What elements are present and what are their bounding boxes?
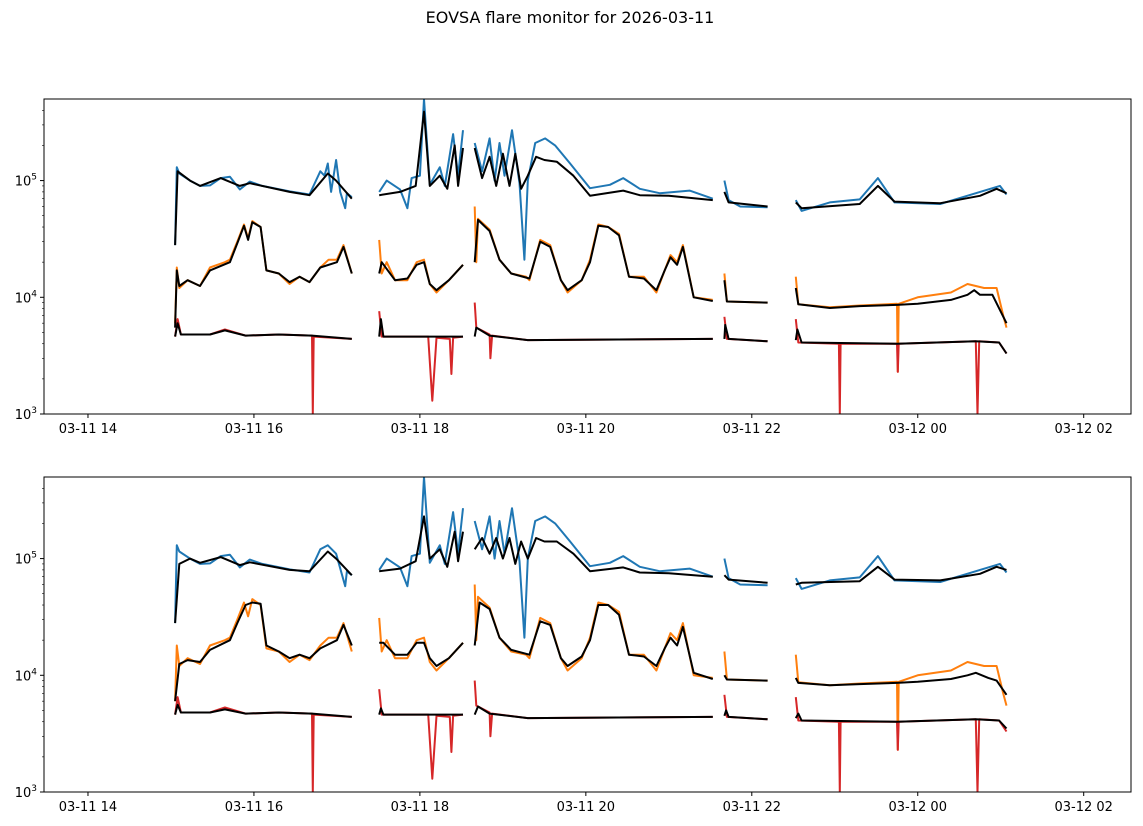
y-tick-base: 10 [15, 175, 32, 190]
y-tick-label: 103 [15, 406, 37, 423]
x-tick-label: 03-11 16 [225, 800, 283, 815]
y-tick-exponent: 3 [31, 406, 37, 416]
smoothed-line-4-segment-4 [794, 287, 1008, 324]
x-tick-label: 03-11 18 [391, 800, 449, 815]
smoothed-line-5-segment-2 [473, 705, 713, 720]
smoothed-line-3-segment-4 [795, 565, 1007, 586]
series-line-2-segment-1 [378, 689, 464, 780]
axes-frame [43, 476, 1132, 793]
series-line-0-segment-1 [378, 99, 464, 210]
smoothed-line-4-segment-2 [473, 601, 714, 680]
series-line-2-segment-0 [174, 696, 352, 792]
y-tick-exponent: 4 [31, 289, 37, 299]
series-line-0-segment-2 [473, 507, 714, 639]
series-line-1-segment-1 [378, 617, 464, 672]
top-panel: 03-11 14 03-11 16 03-11 18 03-11 20 03-11 22… [15, 98, 1132, 437]
series-line-0-segment-3 [723, 558, 768, 587]
smoothed-line-4-segment-2 [473, 218, 713, 302]
series-line-1-segment-2 [473, 206, 713, 301]
smoothed-line-5-segment-1 [378, 707, 463, 716]
y-tick-base: 10 [15, 291, 32, 306]
figure-title: EOVSA flare monitor for 2026-03-11 [426, 8, 715, 27]
x-tick-label: 03-11 20 [557, 422, 615, 437]
series-line-0-segment-4 [794, 555, 1008, 590]
x-tick-label: 03-11 16 [225, 422, 283, 437]
y-tick-base: 10 [15, 553, 32, 568]
smoothed-line-4-segment-1 [378, 261, 464, 292]
x-tick-label: 03-11 22 [723, 800, 781, 815]
series-line-1-segment-0 [174, 220, 353, 324]
series-line-2-segment-0 [174, 318, 352, 414]
smoothed-line-4-segment-0 [174, 221, 353, 328]
smoothed-line-5-segment-4 [794, 712, 1008, 730]
smoothed-line-5-segment-4 [794, 328, 1008, 355]
series-line-1-segment-3 [723, 273, 768, 304]
y-tick-base: 10 [15, 786, 32, 801]
series-line-1-segment-3 [723, 651, 768, 682]
smoothed-line-5-segment-0 [174, 322, 352, 340]
y-tick-exponent: 5 [31, 173, 37, 183]
smoothed-line-3-segment-4 [795, 184, 1007, 210]
x-tick-label: 03-11 22 [723, 422, 781, 437]
series-line-1-segment-4 [794, 654, 1008, 751]
smoothed-line-5-segment-0 [174, 703, 352, 718]
x-tick-label: 03-11 14 [59, 422, 117, 437]
smoothed-line-3-segment-1 [379, 110, 464, 197]
y-tick-label: 104 [15, 667, 38, 684]
plot-area [174, 477, 1008, 792]
smoothed-line-3-segment-3 [723, 574, 768, 584]
x-tick-label: 03-12 02 [1054, 422, 1112, 437]
x-tick-label: 03-11 14 [59, 800, 117, 815]
x-tick-label: 03-11 20 [557, 800, 615, 815]
series-line-2-segment-4 [794, 696, 1008, 792]
x-tick-label: 03-11 18 [391, 422, 449, 437]
plot-area [174, 99, 1008, 414]
smoothed-line-3-segment-2 [473, 537, 713, 578]
series-line-2-segment-3 [723, 694, 768, 721]
smoothed-line-4-segment-3 [723, 674, 768, 682]
smoothed-line-5-segment-3 [723, 709, 768, 721]
y-tick-label: 105 [15, 551, 37, 568]
series-line-2-segment-2 [473, 680, 713, 738]
smoothed-line-3-segment-3 [723, 191, 768, 208]
y-tick-exponent: 4 [31, 667, 37, 677]
smoothed-line-5-segment-2 [473, 326, 713, 342]
smoothed-line-4-segment-3 [723, 280, 768, 304]
smoothed-line-3-segment-0 [174, 170, 353, 246]
series-line-2-segment-1 [378, 311, 464, 402]
x-tick-label: 03-12 00 [889, 800, 947, 815]
y-tick-label: 105 [15, 173, 37, 190]
smoothed-line-5-segment-1 [378, 318, 463, 338]
y-tick-base: 10 [15, 408, 32, 423]
y-tick-exponent: 3 [31, 784, 37, 794]
series-line-0-segment-0 [174, 159, 353, 246]
smoothed-line-3-segment-0 [174, 550, 353, 624]
series-line-1-segment-0 [174, 598, 353, 702]
series-line-0-segment-2 [473, 129, 714, 261]
smoothed-line-4-segment-1 [379, 641, 464, 667]
bottom-panel: 03-11 14 03-11 16 03-11 18 03-11 20 03-11 22… [15, 476, 1132, 815]
series-line-1-segment-1 [378, 239, 464, 294]
x-tick-label: 03-12 02 [1054, 800, 1112, 815]
y-tick-label: 103 [15, 784, 37, 801]
y-tick-label: 104 [15, 289, 38, 306]
smoothed-line-4-segment-4 [794, 671, 1008, 696]
y-tick-exponent: 5 [31, 551, 37, 561]
series-line-2-segment-3 [723, 316, 768, 343]
series-line-1-segment-2 [473, 584, 713, 679]
smoothed-line-4-segment-0 [174, 601, 353, 702]
axes-frame [43, 98, 1132, 415]
series-line-2-segment-2 [473, 302, 713, 360]
series-line-2-segment-4 [794, 318, 1008, 414]
smoothed-line-3-segment-2 [473, 147, 713, 202]
series-line-0-segment-0 [174, 544, 353, 624]
smoothed-line-3-segment-1 [379, 515, 464, 573]
series-line-0-segment-1 [378, 477, 464, 588]
smoothed-line-5-segment-3 [723, 323, 768, 343]
y-tick-base: 10 [15, 669, 32, 684]
x-tick-label: 03-12 00 [889, 422, 947, 437]
